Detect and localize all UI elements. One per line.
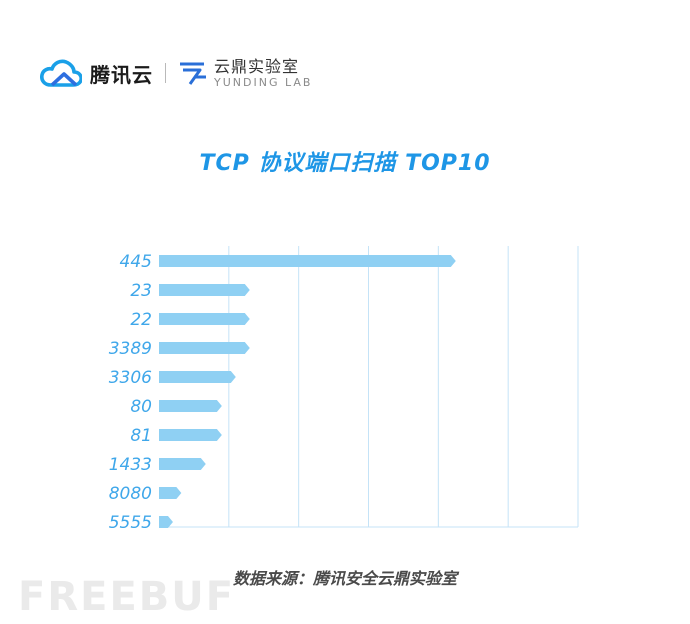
- bar-port-8080: [159, 487, 182, 499]
- y-tick-label-3389: 3389: [109, 339, 152, 359]
- logo-divider: [165, 63, 166, 83]
- yunding-lab-name-cn: 云鼎实验室: [214, 56, 300, 76]
- bar-port-22: [159, 313, 250, 325]
- tencent-cloud-logo-icon: [40, 59, 82, 87]
- y-tick-label-445: 445: [120, 252, 152, 272]
- data-source-note: 数据来源：腾讯安全云鼎实验室: [232, 569, 457, 588]
- y-tick-label-81: 81: [130, 426, 152, 446]
- y-tick-label-23: 23: [130, 281, 152, 301]
- chart-bars: [159, 255, 456, 528]
- header-logos: 腾讯云 云鼎实验室 YUNDING LAB: [40, 54, 312, 92]
- bar-port-3306: [159, 371, 236, 383]
- bar-port-445: [159, 255, 456, 267]
- y-tick-label-8080: 8080: [109, 484, 152, 504]
- y-tick-label-3306: 3306: [109, 368, 152, 388]
- yunding-lab-name: 云鼎实验室 YUNDING LAB: [214, 56, 313, 89]
- y-tick-label-1433: 1433: [109, 455, 152, 475]
- yunding-lab-name-en: YUNDING LAB: [214, 75, 313, 89]
- bar-port-81: [159, 429, 222, 441]
- bar-port-1433: [159, 458, 206, 470]
- tencent-cloud-name: 腾讯云: [90, 62, 153, 87]
- chart-title: TCP 协议端口扫描 TOP10: [199, 151, 491, 176]
- bar-port-5555: [159, 516, 173, 528]
- yunding-lab-logo-icon: [180, 62, 206, 85]
- bar-port-3389: [159, 342, 250, 354]
- chart-y-labels: 445 23 22 3389 3306 80 81 1433 8080 5555: [109, 252, 152, 533]
- y-tick-label-5555: 5555: [109, 513, 152, 533]
- bar-port-23: [159, 284, 250, 296]
- y-tick-label-22: 22: [130, 310, 152, 330]
- y-tick-label-80: 80: [130, 397, 152, 417]
- watermark: FREEBUF: [18, 574, 236, 620]
- bar-port-80: [159, 400, 222, 412]
